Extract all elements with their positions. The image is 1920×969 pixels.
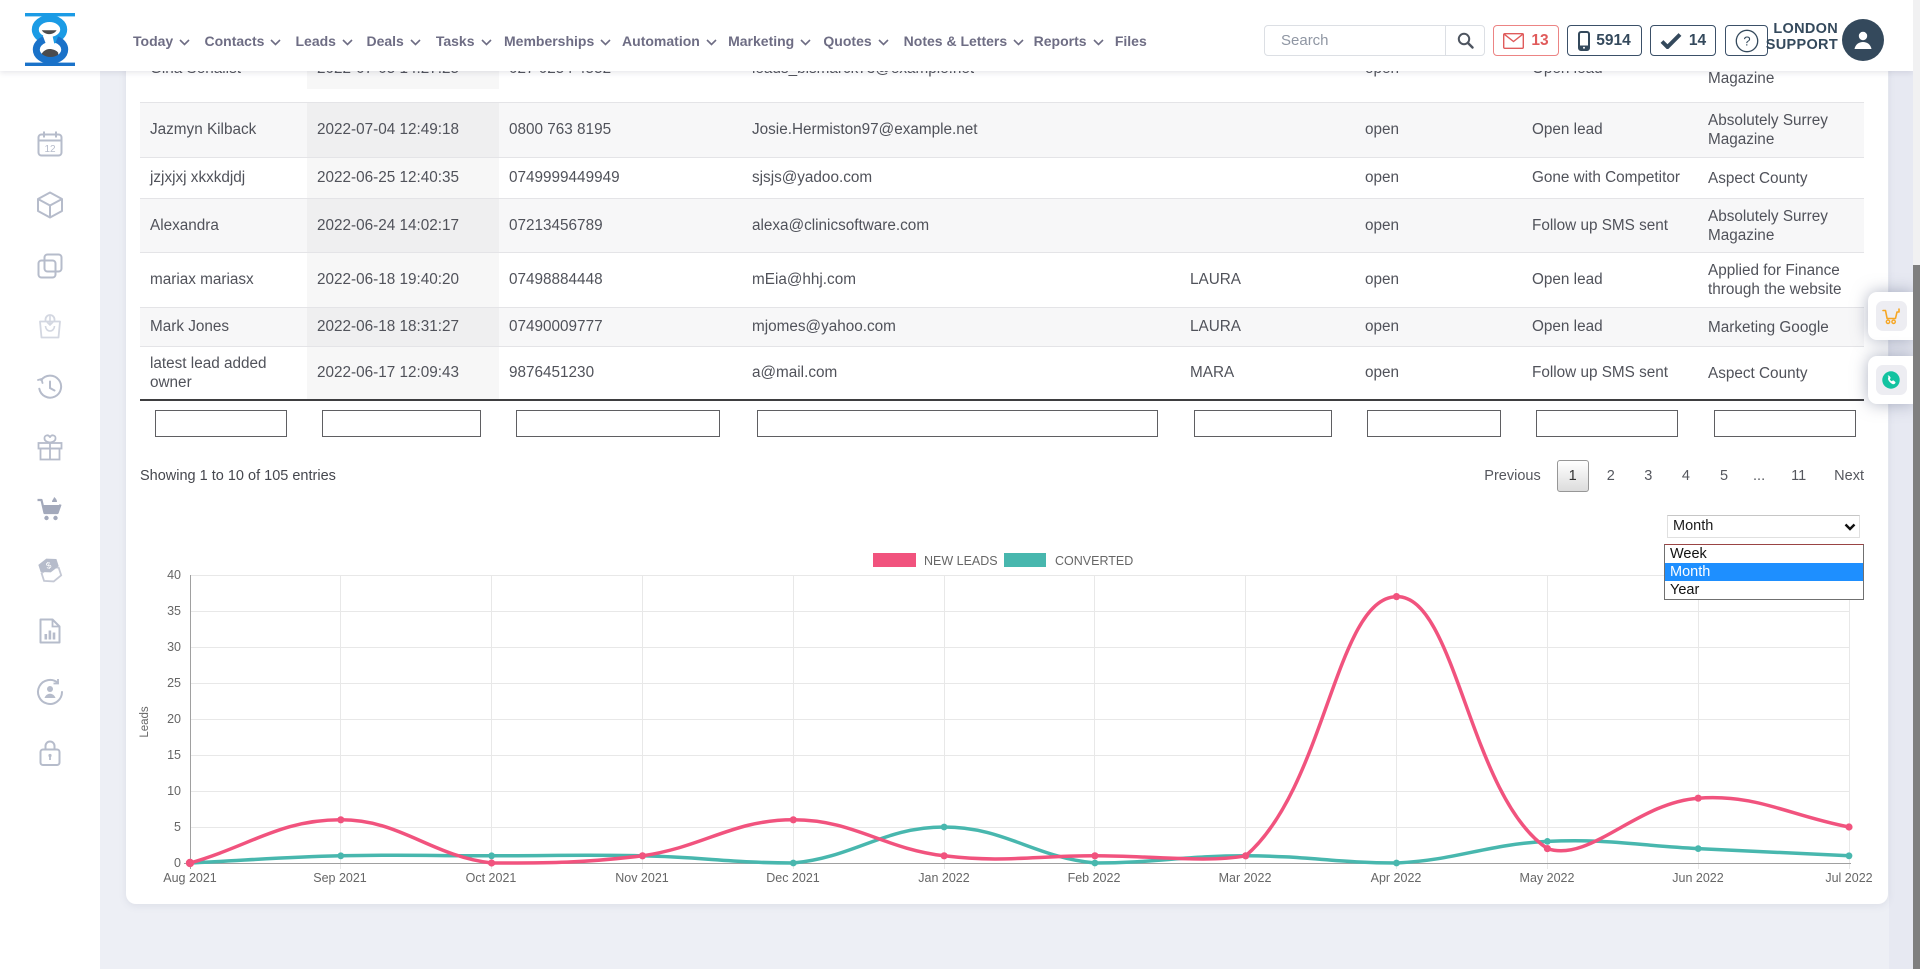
svg-text:?: ? bbox=[1743, 33, 1750, 48]
svg-text:Aug 2021: Aug 2021 bbox=[163, 871, 217, 885]
svg-text:Mar 2022: Mar 2022 bbox=[1219, 871, 1272, 885]
svg-text:0: 0 bbox=[174, 856, 181, 870]
svg-text:25: 25 bbox=[167, 676, 181, 690]
svg-text:15: 15 bbox=[167, 748, 181, 762]
svg-text:40: 40 bbox=[167, 568, 181, 582]
svg-text:5: 5 bbox=[174, 820, 181, 834]
svg-text:$: $ bbox=[45, 560, 53, 571]
svg-text:Jan 2022: Jan 2022 bbox=[918, 871, 969, 885]
svg-text:Feb 2022: Feb 2022 bbox=[1068, 871, 1121, 885]
svg-text:20: 20 bbox=[167, 712, 181, 726]
svg-text:10: 10 bbox=[167, 784, 181, 798]
svg-text:35: 35 bbox=[167, 604, 181, 618]
svg-text:Jul 2022: Jul 2022 bbox=[1825, 871, 1872, 885]
svg-text:Leads: Leads bbox=[139, 706, 151, 738]
svg-text:Oct 2021: Oct 2021 bbox=[466, 871, 517, 885]
svg-text:12: 12 bbox=[44, 144, 56, 155]
svg-text:NEW LEADS: NEW LEADS bbox=[924, 554, 998, 568]
svg-text:30: 30 bbox=[167, 640, 181, 654]
svg-text:Sep 2021: Sep 2021 bbox=[313, 871, 367, 885]
svg-text:Apr 2022: Apr 2022 bbox=[1371, 871, 1422, 885]
svg-text:Jun 2022: Jun 2022 bbox=[1672, 871, 1723, 885]
svg-text:Nov 2021: Nov 2021 bbox=[615, 871, 669, 885]
svg-text:CONVERTED: CONVERTED bbox=[1055, 554, 1133, 568]
svg-text:May 2022: May 2022 bbox=[1520, 871, 1575, 885]
svg-text:Dec 2021: Dec 2021 bbox=[766, 871, 820, 885]
